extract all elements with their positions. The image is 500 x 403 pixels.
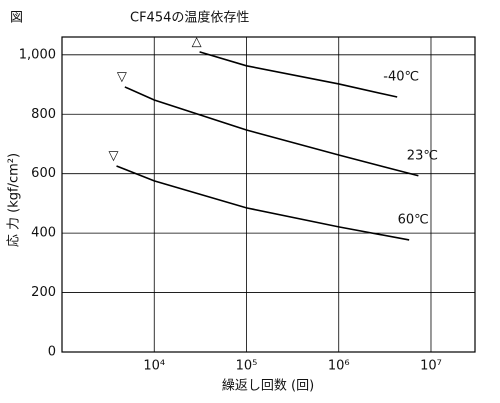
y-axis-label: 応 力 (kgf/cm²)	[7, 153, 22, 247]
series-marker: △	[192, 34, 202, 49]
series-label: 23℃	[407, 148, 438, 163]
series-marker: ▽	[117, 69, 127, 84]
series-line	[124, 86, 419, 177]
series-label: -40℃	[383, 70, 419, 85]
y-tick-label: 1,000	[19, 47, 56, 62]
y-tick-label: 600	[31, 166, 56, 181]
x-axis-label: 繰返し回数 (回)	[222, 379, 314, 394]
y-tick-label: 800	[31, 107, 56, 122]
x-tick-label: 10⁴	[143, 359, 165, 374]
y-tick-label: 200	[31, 285, 56, 300]
x-tick-label: 10⁵	[236, 359, 258, 374]
series-marker: ▽	[109, 148, 119, 163]
y-tick-label: 400	[31, 226, 56, 241]
chart-title: CF454の温度依存性	[130, 10, 249, 26]
series-line	[116, 165, 410, 241]
y-tick-label: 0	[48, 345, 56, 360]
x-tick-label: 10⁷	[420, 359, 442, 374]
x-tick-label: 10⁶	[328, 359, 350, 374]
figure-label: 図	[10, 11, 23, 26]
series-label: 60℃	[398, 212, 429, 227]
series-line	[199, 51, 398, 98]
